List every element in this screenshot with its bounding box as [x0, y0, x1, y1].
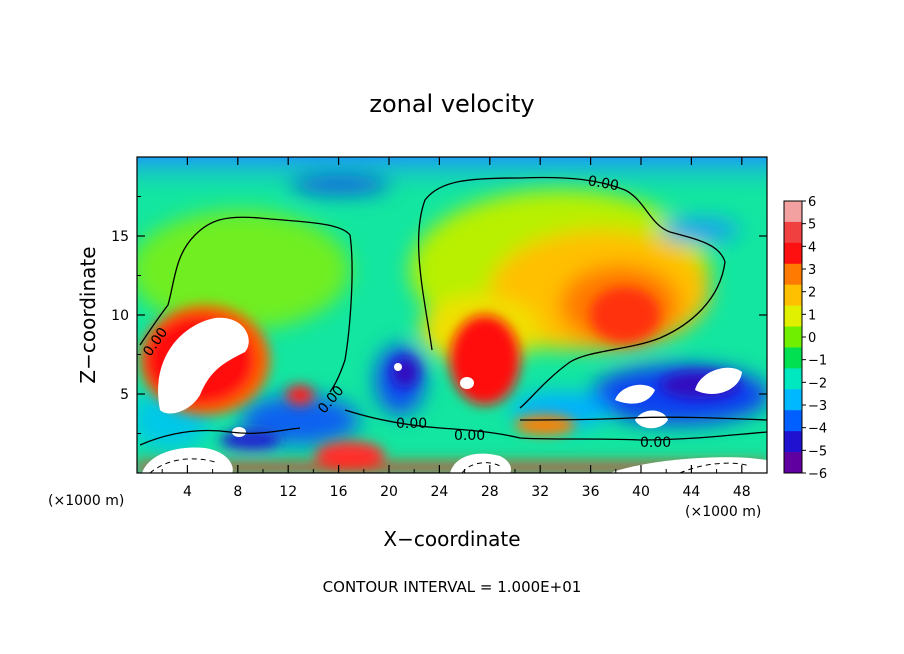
x-unit-left: (×1000 m) [48, 493, 124, 509]
x-unit-right: (×1000 m) [685, 504, 761, 520]
colorbar-label: −5 [808, 444, 827, 459]
contour-zero [417, 176, 726, 409]
contour-zero [139, 216, 353, 393]
saturated-region [460, 377, 474, 389]
y-axis-label: Z−coordinate [76, 246, 100, 383]
colorbar-label: −2 [808, 376, 827, 391]
colorbar-swatch [784, 305, 802, 328]
colorbar-swatch [784, 368, 802, 390]
contour-label: 0.00 [640, 435, 671, 451]
saturated-region [615, 384, 655, 404]
x-tick-label: 40 [632, 484, 650, 500]
contour-label: 0.00 [454, 428, 485, 444]
saturated-region [610, 457, 767, 473]
field-top-band [137, 157, 767, 202]
colorbar-label: 1 [808, 308, 816, 323]
saturated-regions [142, 317, 767, 473]
contour-label: 0.00 [396, 416, 427, 432]
colorbar-label: 3 [808, 263, 816, 278]
saturated-region [142, 447, 233, 473]
x-tick-label: 32 [531, 484, 549, 500]
x-axis-label: X−coordinate [383, 527, 520, 551]
contour-zero [344, 409, 767, 441]
contour-lines [139, 176, 767, 446]
x-axis: 4 8 12 16 20 24 28 32 36 40 44 48 [161, 157, 751, 500]
colorbar-label: −1 [808, 354, 827, 369]
plot-area: 0.00 0.00 0.00 0.00 0.00 0.00 [137, 157, 767, 473]
x-tick-label: 8 [233, 484, 242, 500]
colorbar-label: 0 [808, 331, 816, 346]
saturated-region [232, 427, 246, 437]
colorbar-swatch [784, 221, 802, 244]
chart-title: zonal velocity [369, 90, 534, 118]
colorbar-label: −3 [808, 399, 827, 414]
colorbar-swatch [784, 431, 802, 453]
colorbar-swatch [784, 242, 802, 265]
x-tick-label: 16 [330, 484, 348, 500]
colorbar-label: 6 [808, 195, 816, 210]
colorbar-swatch [784, 263, 802, 286]
contour-dashed [149, 458, 216, 473]
y-axis: 5 10 15 [111, 196, 767, 434]
saturated-region [158, 317, 249, 414]
contour-zero [139, 427, 301, 446]
colorbar: 6 5 4 3 2 1 0 −1 −2 −3 −4 −5 −6 [783, 195, 827, 482]
colorbar-swatch [784, 410, 802, 432]
y-tick-label: 10 [111, 308, 129, 324]
colorbar-swatch [784, 389, 802, 411]
x-tick-label: 12 [279, 484, 297, 500]
x-tick-label: 28 [481, 484, 499, 500]
colorbar-swatch [784, 347, 802, 369]
colorbar-label: 4 [808, 240, 816, 255]
colorbar-label: −4 [808, 422, 827, 437]
colorbar-swatch [784, 326, 802, 348]
contour-label: 0.00 [587, 173, 620, 194]
x-tick-label: 24 [430, 484, 448, 500]
contour-interval-note: CONTOUR INTERVAL = 1.000E+01 [323, 578, 582, 596]
x-tick-label: 20 [380, 484, 398, 500]
colorbar-label: 5 [808, 218, 816, 233]
colorbar-swatch [784, 452, 802, 474]
colorbar-swatch [784, 284, 802, 307]
x-tick-label: 48 [733, 484, 751, 500]
colorbar-label: 2 [808, 286, 816, 301]
saturated-region [394, 363, 402, 371]
colorbar-swatch [784, 201, 802, 223]
x-tick-label: 44 [682, 484, 700, 500]
x-tick-label: 4 [183, 484, 192, 500]
colorbar-label: −6 [808, 467, 827, 482]
y-tick-label: 15 [111, 229, 129, 245]
saturated-region [695, 367, 742, 394]
contour-zero [519, 416, 767, 421]
saturated-region [635, 410, 668, 429]
x-tick-label: 36 [582, 484, 600, 500]
contour-dashed [679, 462, 751, 473]
y-tick-label: 5 [120, 387, 129, 403]
